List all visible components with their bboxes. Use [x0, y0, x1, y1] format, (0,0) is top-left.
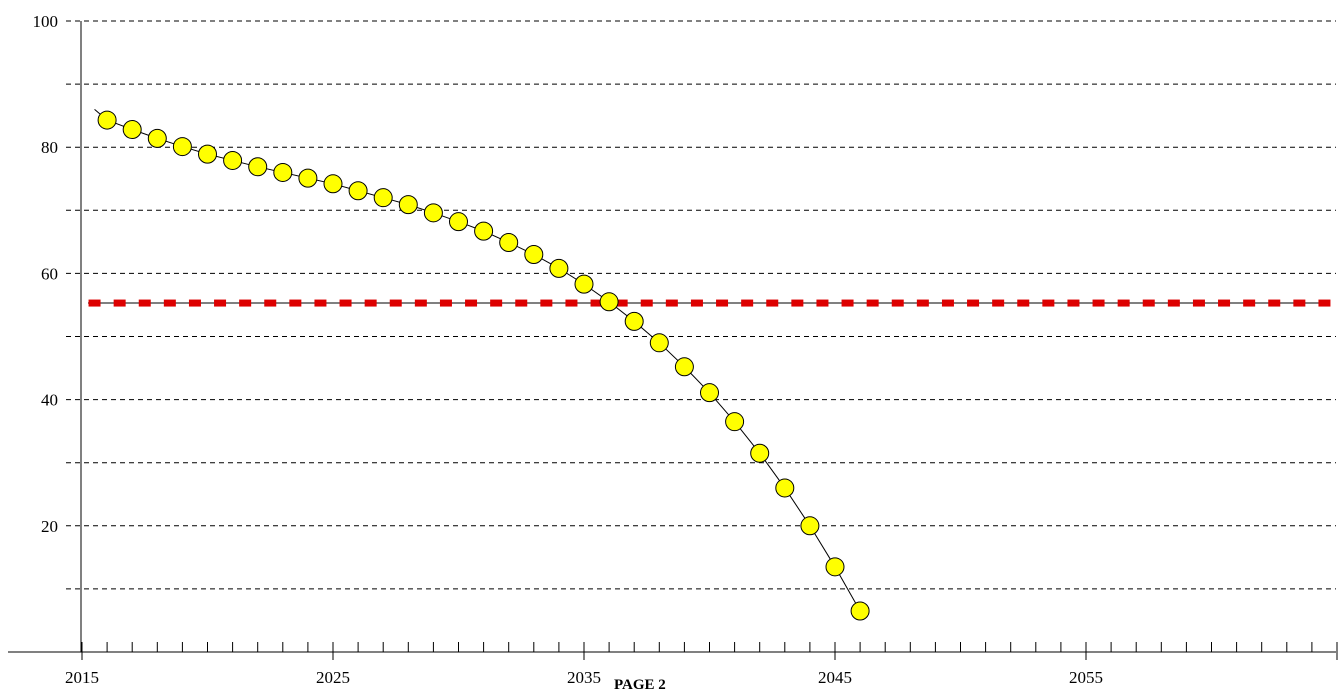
threshold-marker-20: [590, 299, 603, 307]
data-point-2025: [323, 174, 343, 194]
threshold-marker-24: [690, 299, 703, 307]
threshold-marker-8: [289, 299, 302, 307]
y-tick-label-20: 20: [41, 517, 58, 536]
data-point-2017: [122, 120, 142, 140]
threshold-marker-14: [439, 299, 452, 307]
y-tick-label-40: 40: [41, 391, 58, 410]
data-point-2034: [549, 258, 569, 278]
data-point-2043: [775, 478, 795, 498]
threshold-marker-37: [1017, 299, 1030, 307]
threshold-marker-16: [490, 299, 503, 307]
tick-labels: 2015 2025 2035 2045 2055 20 40 60 80 100: [33, 12, 1104, 687]
data-point-2031: [474, 221, 494, 241]
threshold-marker-47: [1268, 299, 1281, 307]
threshold-marker-1: [113, 299, 126, 307]
data-point-2021: [223, 150, 243, 170]
data-point-2035: [574, 274, 594, 294]
threshold-marker-30: [841, 299, 854, 307]
threshold-marker-35: [967, 299, 980, 307]
threshold-marker-46: [1243, 299, 1256, 307]
data-point-2042: [750, 443, 770, 463]
threshold-marker-23: [665, 299, 678, 307]
data-point-2033: [524, 244, 544, 264]
data-point-2019: [172, 137, 192, 157]
threshold-marker-48: [1293, 299, 1306, 307]
gridlines: [66, 20, 1336, 590]
threshold-marker-38: [1042, 299, 1055, 307]
threshold-marker-18: [540, 299, 553, 307]
data-point-2039: [674, 357, 694, 377]
threshold-marker-9: [314, 299, 327, 307]
data-point-2032: [499, 232, 519, 252]
threshold-marker-2: [138, 299, 151, 307]
threshold-marker-45: [1218, 299, 1231, 307]
data-point-2022: [248, 157, 268, 177]
data-point-2036: [599, 292, 619, 312]
threshold-marker-41: [1117, 299, 1130, 307]
axes: [8, 21, 1338, 660]
threshold-marker-49: [1318, 299, 1331, 307]
threshold-marker-15: [465, 299, 478, 307]
threshold-marker-40: [1092, 299, 1105, 307]
threshold-marker-43: [1167, 299, 1180, 307]
threshold-marker-10: [339, 299, 352, 307]
x-tick-label-2025: 2025: [316, 668, 350, 687]
threshold-marker-33: [916, 299, 929, 307]
y-tick-label-60: 60: [41, 264, 58, 283]
y-tick-label-80: 80: [41, 138, 58, 157]
threshold-marker-19: [565, 299, 578, 307]
data-point-2020: [198, 144, 217, 164]
data-point-2041: [725, 412, 745, 432]
threshold-marker-32: [891, 299, 904, 307]
threshold-marker-4: [188, 299, 201, 307]
data-point-2040: [700, 383, 719, 403]
threshold-marker-17: [515, 299, 528, 307]
series-line: [94, 108, 861, 612]
threshold-marker-22: [640, 299, 653, 307]
x-tick-label-2045: 2045: [818, 668, 852, 687]
data-point-2045: [825, 557, 845, 577]
data-point-2016: [97, 110, 117, 130]
data-point-2037: [624, 311, 644, 331]
data-point-2023: [273, 162, 293, 182]
x-tick-label-2035: 2035: [567, 668, 601, 687]
data-point-2024: [298, 168, 318, 188]
y-tick-label-100: 100: [33, 12, 59, 31]
data-point-2018: [147, 128, 167, 148]
data-point-2028: [398, 195, 418, 215]
threshold-marker-34: [941, 299, 954, 307]
threshold-marker-0: [88, 299, 101, 307]
threshold-marker-12: [389, 299, 402, 307]
threshold-marker-13: [414, 299, 427, 307]
threshold-marker-44: [1192, 299, 1205, 307]
page-label: PAGE 2: [614, 677, 666, 693]
data-point-2029: [423, 203, 443, 223]
threshold-marker-5: [214, 299, 227, 307]
threshold-marker-3: [163, 299, 176, 307]
threshold-marker-31: [866, 299, 879, 307]
threshold-marker-28: [791, 299, 804, 307]
data-point-2044: [800, 516, 820, 536]
x-tick-label-2055: 2055: [1069, 668, 1103, 687]
threshold-marker-36: [992, 299, 1005, 307]
threshold-marker-11: [364, 299, 377, 307]
threshold-marker-25: [716, 299, 729, 307]
data-point-2038: [649, 333, 669, 353]
data-point-2046: [850, 601, 870, 621]
threshold-marker-26: [741, 299, 754, 307]
data-point-2027: [373, 188, 393, 208]
threshold-marker-7: [264, 299, 277, 307]
threshold-marker-27: [766, 299, 779, 307]
threshold-marker-29: [816, 299, 829, 307]
threshold-marker-39: [1067, 299, 1080, 307]
threshold-marker-42: [1142, 299, 1155, 307]
data-point-2026: [348, 181, 368, 201]
data-point-2030: [449, 212, 468, 232]
series: [88, 108, 1331, 621]
threshold-marker-21: [615, 299, 628, 307]
threshold-marker-6: [239, 299, 252, 307]
x-tick-label-2015: 2015: [65, 668, 99, 687]
